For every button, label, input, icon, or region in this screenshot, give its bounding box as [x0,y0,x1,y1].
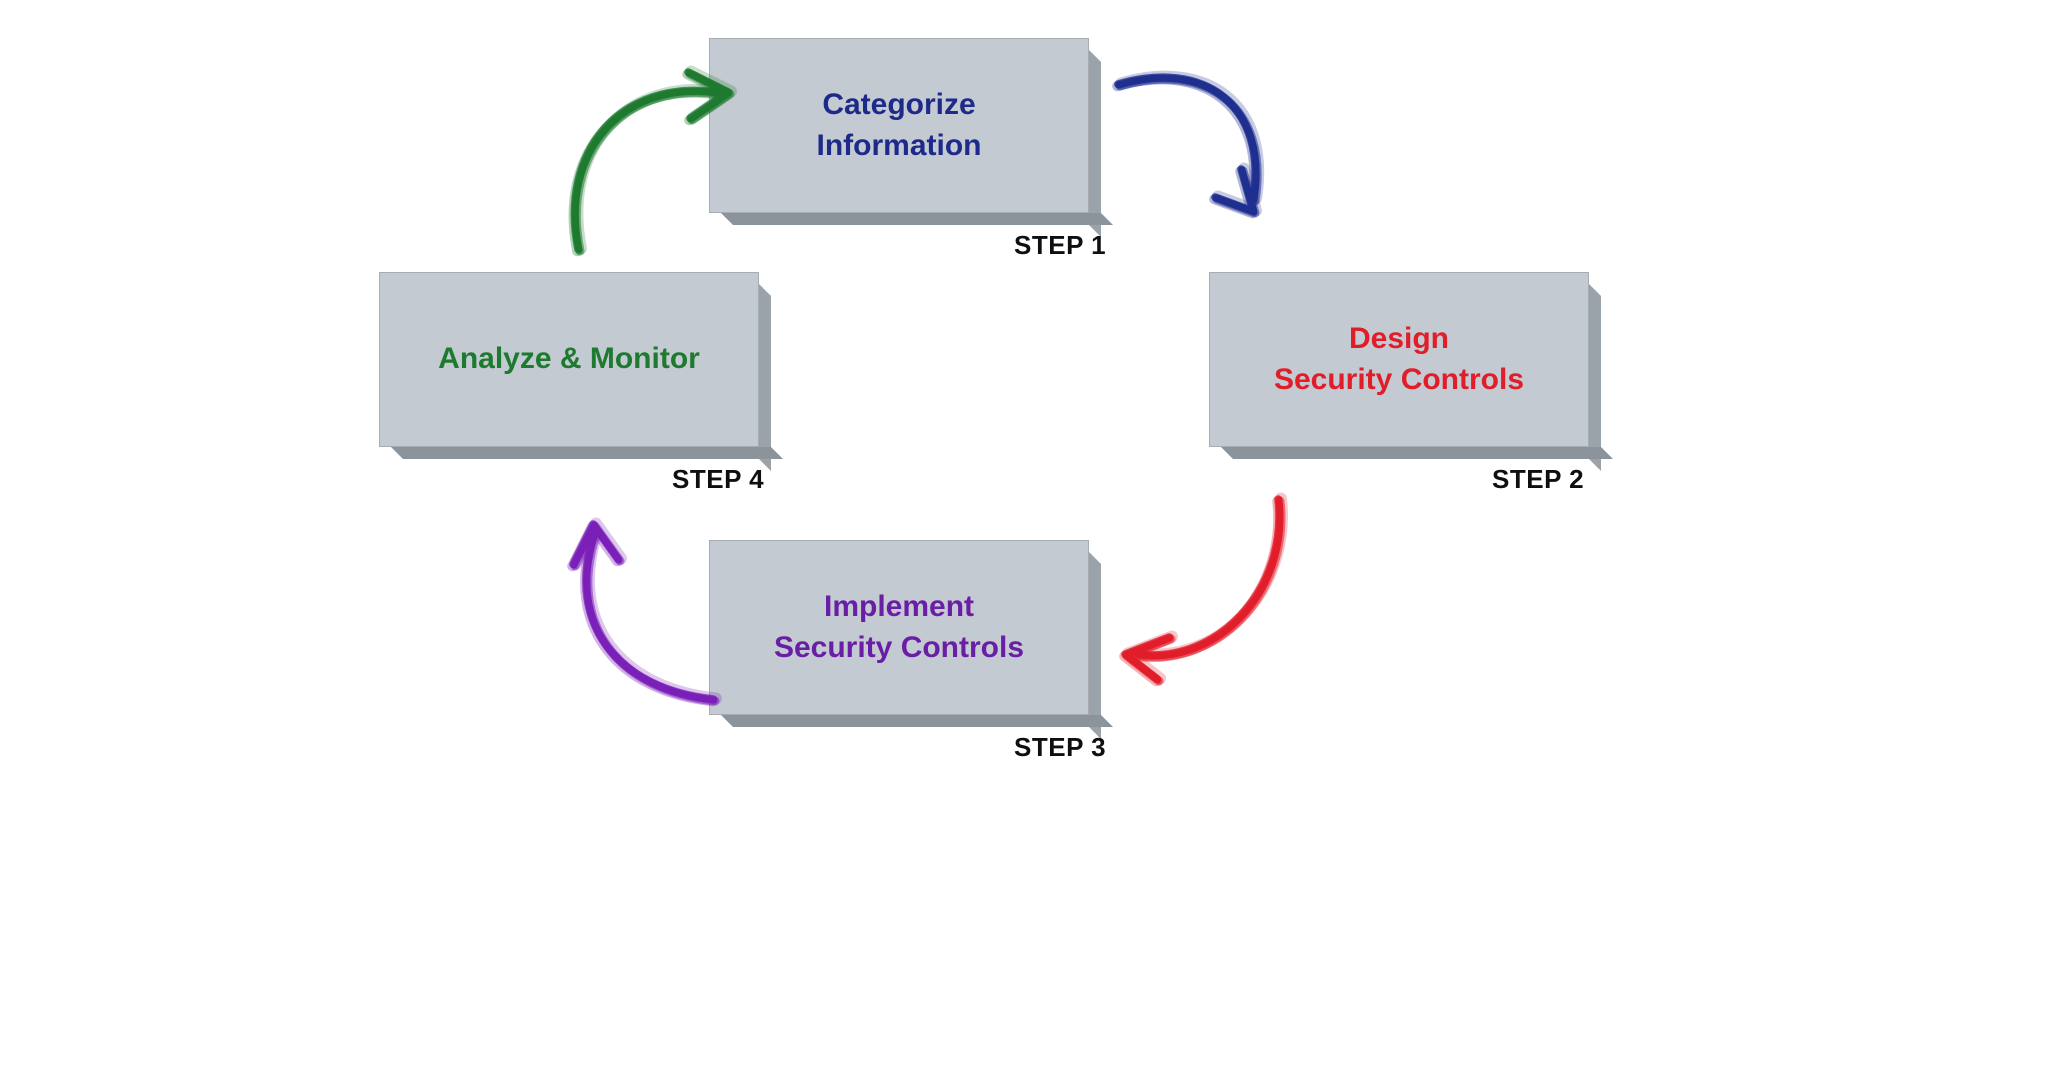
arrow-1-2-icon [1094,50,1294,240]
step-label-step1: STEP 1 [1014,230,1106,261]
box-extrude-bottom [391,447,783,459]
box-extrude-right [1589,284,1601,471]
node-step2: Design Security Controls [1209,272,1589,447]
step-label-step4: STEP 4 [672,464,764,495]
node-label: Implement Security Controls [754,587,1044,668]
box-extrude-right [759,284,771,471]
box-extrude-bottom [1221,447,1613,459]
box-extrude-bottom [721,715,1113,727]
process-cycle-diagram: Categorize Information STEP 1 Design Secur… [274,0,1774,785]
box-extrude-right [1089,552,1101,739]
box-extrude-bottom [721,213,1113,225]
arrow-2-3-icon [1104,480,1304,690]
node-step1: Categorize Information [709,38,1089,213]
step-label-step3: STEP 3 [1014,732,1106,763]
node-label: Analyze & Monitor [418,339,720,380]
node-label: Design Security Controls [1254,319,1544,400]
node-label: Categorize Information [797,85,1002,166]
step-label-step2: STEP 2 [1492,464,1584,495]
node-step4: Analyze & Monitor [379,272,759,447]
box-extrude-right [1089,50,1101,237]
node-step3: Implement Security Controls [709,540,1089,715]
